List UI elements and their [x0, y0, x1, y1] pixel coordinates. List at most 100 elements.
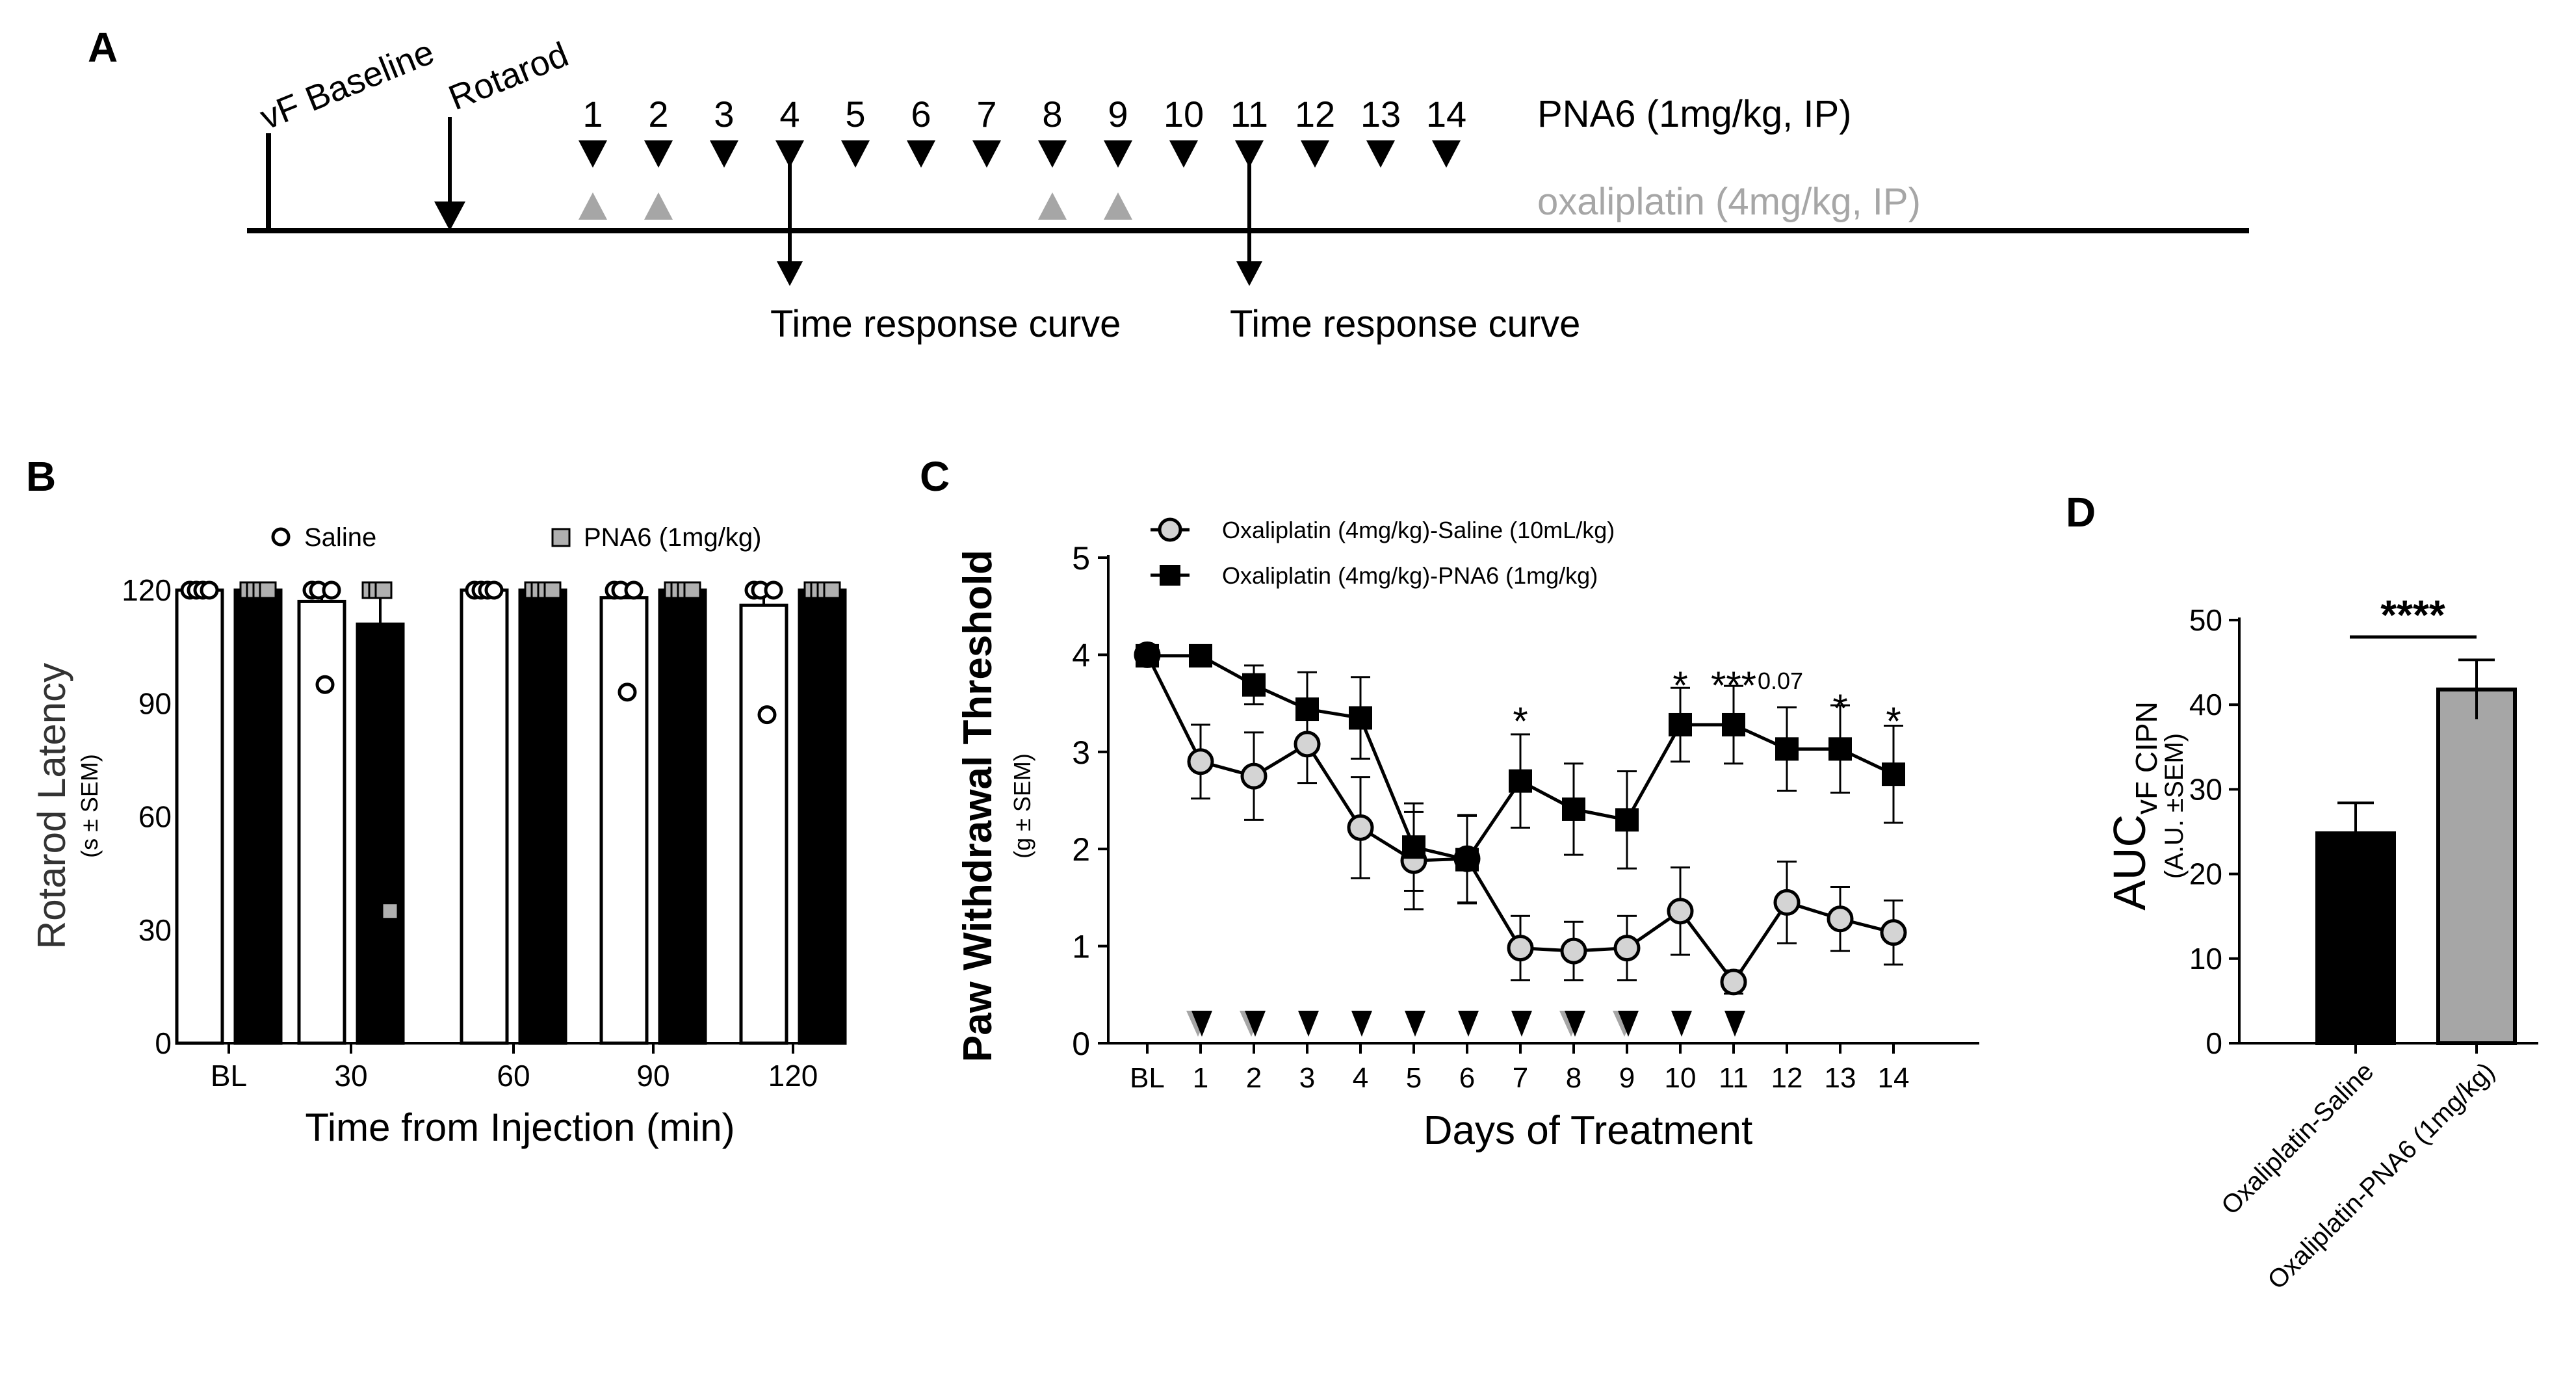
d-ylabel: AUCvF CIPN	[2104, 701, 2163, 911]
b-xtick-label-30: 30	[334, 1059, 367, 1093]
rotarod-arrow-head	[434, 201, 465, 231]
d-ytick-label-40: 40	[2189, 688, 2222, 721]
day-number-3: 3	[714, 94, 734, 135]
panel-a-letter: A	[88, 24, 118, 71]
c-point-pna6-3	[1295, 697, 1319, 721]
c-point-pna6-7	[1509, 769, 1532, 793]
pna6-dose-triangle-2	[644, 140, 673, 168]
pna6-dose-triangle-9	[1104, 140, 1132, 168]
c-ytick-label-5: 5	[1072, 540, 1090, 577]
b-ylabel-unit: (s ± SEM)	[76, 754, 103, 858]
trc-arrow-head-4	[777, 261, 803, 286]
trc-label-11: Time response curve	[1230, 303, 1580, 345]
pna6-dose-markers	[579, 140, 1461, 168]
b-ytick-label-120: 120	[122, 573, 172, 607]
d-ylabel-main: AUC	[2104, 814, 2155, 911]
d-ylabel-unit: (A.U. ±SEM)	[2160, 733, 2189, 879]
pna6-dose-triangle-6	[907, 140, 935, 168]
trc-arrow-head-11	[1236, 261, 1262, 286]
b-legend-pna6-label: PNA6 (1mg/kg)	[584, 523, 761, 552]
b-point-saline-90-3	[624, 580, 644, 600]
day-number-9: 9	[1108, 94, 1128, 135]
b-bar-pna6-BL	[233, 588, 283, 1045]
b-ytick-label-30: 30	[138, 913, 172, 947]
panel-a: A vF Baseline Rotarod 1 2 3 4 5 6 7 8 9 10 11 12 13 1…	[88, 24, 2249, 345]
d-bar-0	[2315, 831, 2396, 1045]
c-xtick-label-8: 8	[1566, 1062, 1581, 1094]
day-number-6: 6	[911, 94, 931, 135]
b-bar-pna6-120	[798, 588, 847, 1045]
c-pna6-marker-1	[1191, 1011, 1212, 1037]
c-point-pna6-2	[1242, 673, 1266, 697]
c-point-pna6-5	[1402, 835, 1425, 859]
c-point-pna6-1	[1189, 643, 1212, 668]
oxaliplatin-dose-triangle-8	[1038, 192, 1067, 220]
oxaliplatin-dose-triangle-2	[644, 192, 673, 220]
pna6-dose-triangle-12	[1301, 140, 1329, 168]
c-pna6-marker-11	[1724, 1011, 1745, 1037]
c-point-pna6-8	[1562, 797, 1585, 821]
b-bar-saline-30	[297, 599, 346, 1045]
b-point-pna6-BL-3	[259, 581, 277, 599]
c-xtick-label-11: 11	[1719, 1062, 1749, 1094]
b-xtick-label-120: 120	[768, 1059, 818, 1093]
pna6-dose-triangle-7	[972, 140, 1001, 168]
b-ytick-label-60: 60	[138, 800, 172, 834]
b-bar-saline-90	[599, 596, 649, 1045]
c-point-saline-13	[1827, 905, 1854, 933]
day-number-13: 13	[1360, 94, 1401, 135]
c-point-pna6-6	[1455, 848, 1479, 872]
day-number-2: 2	[648, 94, 668, 135]
c-annotation-7: *	[1513, 699, 1528, 743]
day-number-row: 1 2 3 4 5 6 7 8 9 10 11 12 13 14	[582, 94, 1466, 135]
b-bar-saline-BL	[175, 588, 224, 1045]
c-point-saline-1	[1187, 748, 1214, 775]
b-point-saline-120-2	[757, 705, 777, 725]
c-xtick-label-6: 6	[1459, 1062, 1475, 1094]
pna6-dose-triangle-5	[841, 140, 870, 168]
c-xtick-label-2: 2	[1246, 1062, 1262, 1094]
c-annotation-14: *	[1886, 699, 1901, 743]
time-response-markers: Time response curve Time response curve	[770, 149, 1580, 345]
c-annotation-13: *	[1832, 686, 1847, 730]
c-ytick-label-3: 3	[1072, 734, 1090, 771]
c-point-pna6-9	[1615, 808, 1639, 832]
pna6-dose-triangle-8	[1038, 140, 1067, 168]
c-point-pna6-10	[1669, 712, 1692, 736]
c-point-pna6-12	[1775, 737, 1799, 761]
oxaliplatin-legend-label: oxaliplatin (4mg/kg, IP)	[1537, 181, 1921, 223]
c-point-saline-10	[1667, 898, 1694, 925]
c-xtick-label-10: 10	[1665, 1062, 1697, 1094]
c-xtick-label-BL: BL	[1130, 1062, 1165, 1094]
panel-b-letter: B	[26, 453, 56, 500]
c-point-saline-3	[1294, 731, 1321, 758]
oxaliplatin-dose-markers	[579, 192, 1132, 220]
b-xlabel: Time from Injection (min)	[305, 1106, 735, 1149]
d-ytick-label-0: 0	[2205, 1026, 2222, 1060]
d-ytick-label-30: 30	[2189, 772, 2222, 806]
c-xtick-label-7: 7	[1513, 1062, 1528, 1094]
b-bar-pna6-90	[658, 588, 707, 1045]
d-xtick-label-1: Oxaliplatin-PNA6 (1mg/kg)	[2262, 1057, 2500, 1295]
b-point-saline-60-3	[484, 580, 504, 600]
b-bar-saline-120	[739, 603, 788, 1045]
c-annotation-10: *	[1672, 664, 1687, 707]
b-ytick-label-90: 90	[138, 686, 172, 720]
c-point-saline-12	[1773, 889, 1801, 916]
b-point-saline-BL-3	[200, 580, 219, 600]
c-xtick-label-5: 5	[1406, 1062, 1422, 1094]
c-point-saline-11	[1720, 968, 1747, 996]
d-ytick-label-50: 50	[2189, 603, 2222, 637]
b-point-saline-30-2	[315, 675, 335, 694]
rotarod-label: Rotarod	[443, 35, 574, 118]
c-pna6-marker-3	[1298, 1011, 1319, 1037]
rotarod-bar-chart: 0 30 60 90 120 BL 30 60 90 120 Saline PNA6 (1mg/kg)	[122, 523, 847, 1093]
pna6-dose-triangle-1	[579, 140, 607, 168]
day-number-1: 1	[582, 94, 603, 135]
d-bar-1	[2436, 687, 2517, 1046]
c-annotation-11: ***	[1711, 664, 1756, 707]
c-pna6-marker-9	[1618, 1011, 1639, 1037]
c-pna6-marker-10	[1671, 1011, 1692, 1037]
c-point-saline-14	[1880, 919, 1907, 946]
